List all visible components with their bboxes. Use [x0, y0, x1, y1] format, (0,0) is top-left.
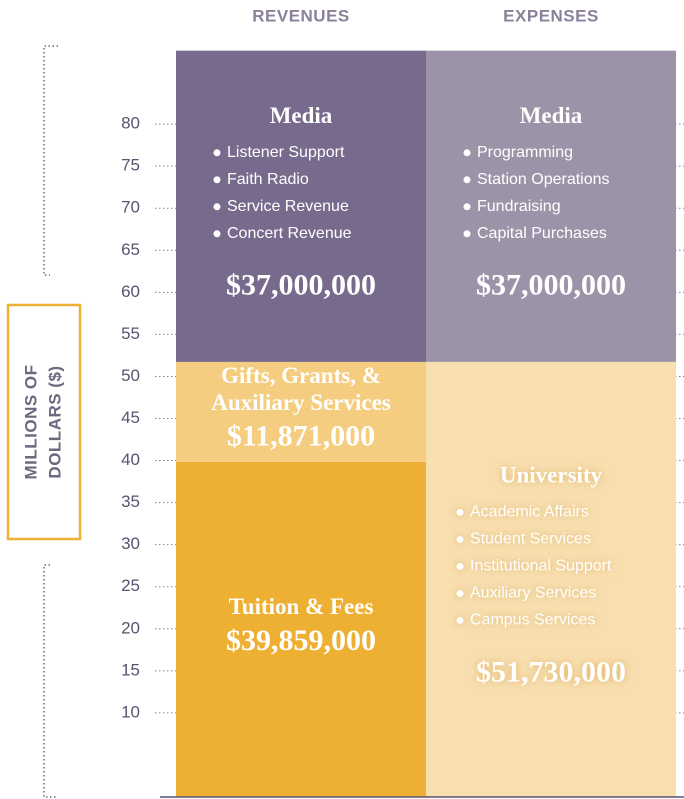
segment-label: University Academic Affairs Student Servic… [456, 463, 626, 688]
y-tick-label: 30 [121, 534, 140, 553]
bullet [456, 616, 464, 624]
segment-label: Gifts, Grants, &Auxiliary Services $11,87… [211, 363, 391, 453]
y-tick-label: 40 [121, 450, 140, 469]
segment-item: Listener Support [227, 144, 345, 161]
y-tick-label: 20 [121, 618, 140, 637]
bullet [463, 149, 471, 157]
y-axis-label: MILLIONS OF [21, 364, 40, 479]
segment-item: Capital Purchases [477, 225, 607, 242]
segment-title: Media [270, 103, 333, 128]
segment-item: Concert Revenue [227, 225, 352, 242]
bullet [463, 230, 471, 238]
y-tick-label: 80 [121, 114, 140, 133]
segment-title: Gifts, Grants, & [221, 363, 381, 388]
y-tick-label: 65 [121, 240, 140, 259]
value-label: $51,730,000 [476, 655, 626, 688]
segment-item: Auxiliary Services [470, 585, 596, 602]
segment-item: Campus Services [470, 612, 595, 629]
segment-label: Tuition & Fees $39,859,000 [226, 594, 376, 657]
segment-label: Media Programming Station Operations Fundra… [463, 103, 626, 302]
segment-label: Media Listener Support Faith Radio Service … [213, 103, 376, 302]
value-label: $37,000,000 [226, 269, 376, 302]
bar-segment [176, 461, 426, 797]
y-tick-label: 45 [121, 408, 140, 427]
y-tick-label: 15 [121, 660, 140, 679]
y-tick-label: 35 [121, 492, 140, 511]
bullet [463, 176, 471, 184]
y-tick-label: 50 [121, 366, 140, 385]
bullet [456, 589, 464, 597]
segment-item: Programming [477, 144, 573, 161]
y-tick-label: 70 [121, 198, 140, 217]
bullet [456, 508, 464, 516]
bullet [463, 203, 471, 211]
y-axis-label: DOLLARS ($) [45, 365, 64, 478]
segment-item: Student Services [470, 531, 591, 548]
segment-title: Auxiliary Services [211, 390, 391, 415]
bar-segment [426, 361, 676, 797]
y-tick-label: 55 [121, 324, 140, 343]
value-label: $11,871,000 [227, 420, 375, 453]
segment-item: Faith Radio [227, 171, 309, 188]
bullet [213, 176, 221, 184]
bar-segment [176, 361, 426, 462]
segment-item: Station Operations [477, 171, 610, 188]
value-label: $39,859,000 [226, 624, 376, 657]
segment-item: Fundraising [477, 198, 561, 215]
axis-title-box [6, 303, 82, 541]
bullet [213, 149, 221, 157]
segment-item: Academic Affairs [470, 504, 589, 521]
bullet [456, 562, 464, 570]
y-tick-label: 10 [121, 702, 140, 721]
y-tick-label: 25 [121, 576, 140, 595]
segment-item: Institutional Support [470, 558, 612, 575]
segment-title: Media [520, 103, 583, 128]
segment-item: Service Revenue [227, 198, 349, 215]
bullet [456, 535, 464, 543]
value-label: $37,000,000 [476, 269, 626, 302]
bullet [213, 230, 221, 238]
y-tick-label: 60 [121, 282, 140, 301]
axis-title: MILLIONS OF DOLLARS ($) [21, 364, 64, 479]
column-header: REVENUES [252, 6, 350, 25]
segment-title: Tuition & Fees [229, 594, 374, 619]
bullet [213, 203, 221, 211]
y-tick-label: 75 [121, 156, 140, 175]
bracket [43, 45, 58, 798]
segment-title: University [500, 463, 603, 488]
column-header: EXPENSES [503, 6, 599, 25]
